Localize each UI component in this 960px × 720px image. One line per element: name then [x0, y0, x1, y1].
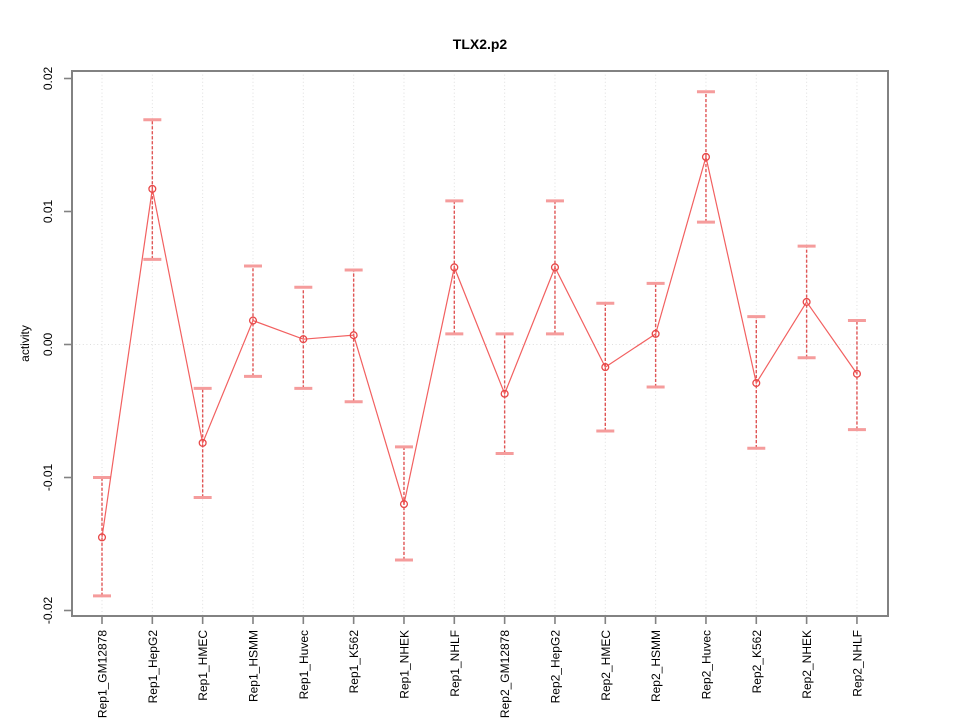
data-point-marker — [248, 316, 258, 325]
data-point-marker — [651, 329, 660, 338]
data-point-marker — [500, 389, 509, 398]
data-point-marker — [802, 297, 811, 306]
data-point-marker — [752, 379, 761, 388]
x-category-label: Rep2_K562 — [750, 630, 764, 694]
x-category-label: Rep2_NHEK — [800, 630, 814, 699]
x-category-label: Rep1_K562 — [347, 630, 361, 694]
x-category-label: Rep1_HSMM — [246, 630, 260, 702]
error-bars-layer — [93, 90, 866, 598]
series-layer — [97, 152, 861, 542]
data-point-marker — [349, 331, 358, 340]
axes-layer: -0.02 -0.01 0.00 0.01 0.02 Rep1_GM12878 Rep1_H… — [41, 66, 889, 718]
x-category-label: Rep2_HSMM — [649, 630, 663, 702]
data-point-marker — [299, 335, 308, 344]
chart-title: TLX2.p2 — [453, 36, 508, 52]
y-tick-label: 0.00 — [41, 332, 55, 356]
x-category-label: Rep2_Huvec — [699, 630, 713, 699]
y-tick-label: 0.01 — [41, 199, 55, 223]
x-category-label: Rep2_HepG2 — [548, 630, 562, 704]
y-tick-label: 0.02 — [41, 66, 55, 90]
x-category-label: Rep1_GM12878 — [96, 630, 110, 718]
data-point-marker — [198, 438, 207, 447]
x-category-label: Rep1_HepG2 — [146, 630, 160, 704]
y-tick-label: -0.02 — [41, 597, 55, 625]
x-category-label: Rep1_NHLF — [448, 630, 462, 697]
data-point-marker — [852, 369, 861, 378]
x-category-label: Rep2_GM12878 — [498, 630, 512, 718]
x-category-label: Rep2_HMEC — [599, 630, 613, 701]
data-point-marker — [550, 263, 560, 272]
data-point-marker — [399, 500, 409, 509]
x-category-label: Rep1_NHEK — [397, 630, 411, 699]
series-line — [101, 156, 858, 538]
x-category-label: Rep1_HMEC — [196, 630, 210, 701]
x-category-label: Rep1_Huvec — [297, 630, 311, 699]
gridlines-layer — [72, 71, 888, 616]
plot-box — [71, 70, 889, 617]
data-point-marker — [601, 363, 610, 372]
x-category-label: Rep2_NHLF — [850, 630, 864, 697]
y-tick-label: -0.01 — [41, 464, 55, 492]
data-point-marker — [97, 533, 107, 542]
data-point-marker — [148, 184, 157, 193]
data-point-marker — [450, 263, 459, 272]
data-point-marker — [701, 152, 711, 162]
y-axis-label: activity — [18, 325, 32, 362]
